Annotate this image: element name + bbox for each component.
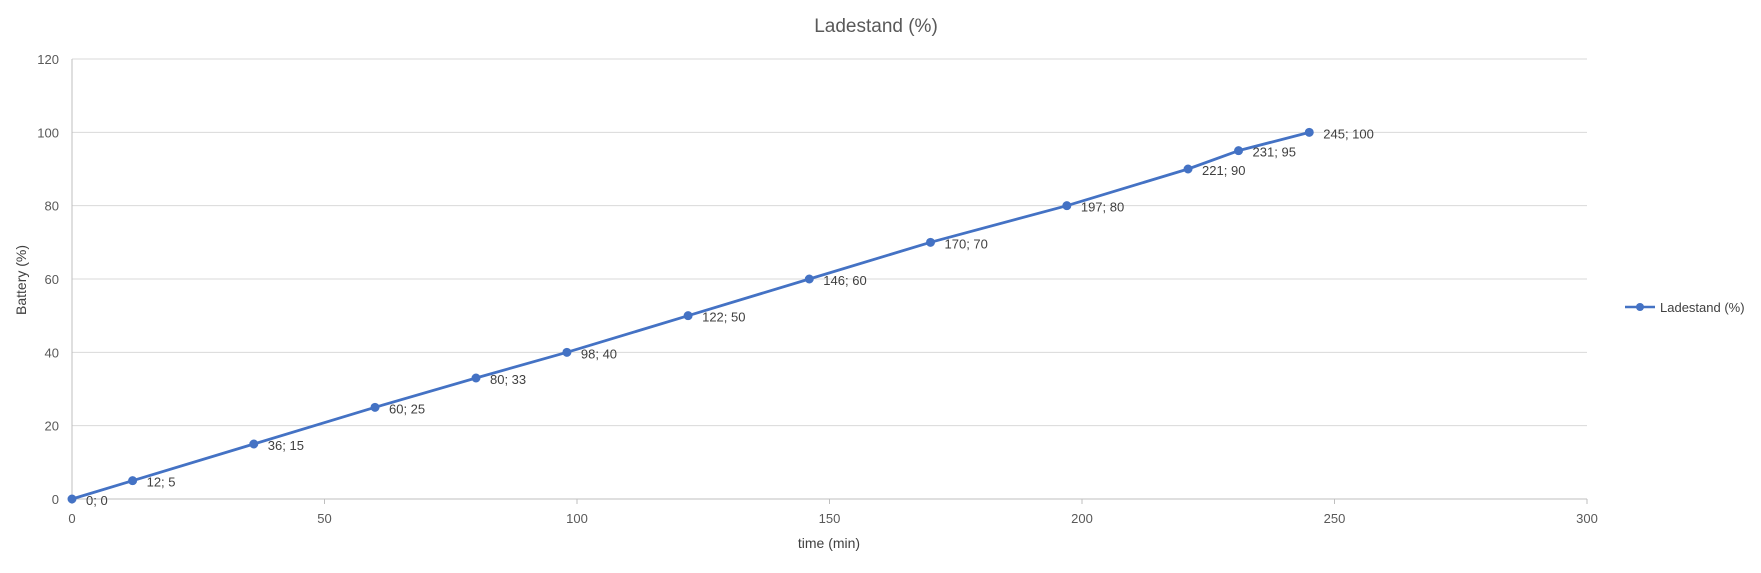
data-label: 36; 15 bbox=[268, 438, 304, 453]
x-axis-title: time (min) bbox=[798, 535, 860, 551]
x-tick-label: 200 bbox=[1071, 511, 1093, 526]
data-point bbox=[370, 402, 380, 412]
y-tick-label: 0 bbox=[52, 492, 59, 507]
data-label: 60; 25 bbox=[389, 401, 425, 416]
data-point bbox=[1183, 164, 1193, 174]
y-tick-label: 100 bbox=[37, 125, 59, 140]
data-point bbox=[471, 373, 481, 383]
x-tick-label: 150 bbox=[819, 511, 841, 526]
data-label: 80; 33 bbox=[490, 372, 526, 387]
axes: 0 20 40 60 80 100 120 0 50 100 150 200 250 300 bbox=[37, 52, 1598, 526]
x-tick-label: 300 bbox=[1576, 511, 1598, 526]
data-point bbox=[1062, 201, 1072, 211]
data-label: 170; 70 bbox=[945, 236, 988, 251]
data-point bbox=[1304, 127, 1314, 137]
data-point bbox=[562, 347, 572, 357]
y-tick-label: 20 bbox=[45, 419, 59, 434]
data-label: 98; 40 bbox=[581, 346, 617, 361]
x-tick-label: 100 bbox=[566, 511, 588, 526]
gridlines bbox=[72, 58, 1587, 427]
data-labels: 0; 0 12; 5 36; 15 60; 25 80; 33 98; 40 122; 50… bbox=[86, 126, 1374, 508]
data-label: 231; 95 bbox=[1253, 145, 1296, 160]
data-point bbox=[67, 494, 77, 504]
y-tick-label: 40 bbox=[45, 345, 59, 360]
data-point bbox=[1234, 146, 1244, 156]
legend: Ladestand (%) bbox=[1625, 300, 1745, 315]
data-label: 0; 0 bbox=[86, 493, 108, 508]
data-point bbox=[926, 237, 935, 247]
data-label: 221; 90 bbox=[1202, 163, 1245, 178]
data-label: 146; 60 bbox=[823, 273, 866, 288]
x-tick-label: 50 bbox=[317, 511, 331, 526]
data-point bbox=[249, 439, 259, 449]
series bbox=[67, 127, 1314, 504]
legend-point-marker bbox=[1636, 303, 1644, 311]
y-tick-label: 80 bbox=[45, 199, 59, 214]
data-point bbox=[683, 311, 693, 321]
x-tick-label: 250 bbox=[1324, 511, 1346, 526]
x-tick-label: 0 bbox=[68, 511, 75, 526]
data-label: 197; 80 bbox=[1081, 200, 1124, 215]
chart-title: Ladestand (%) bbox=[814, 16, 938, 37]
data-point bbox=[804, 274, 814, 284]
data-label: 122; 50 bbox=[702, 310, 745, 325]
y-tick-label: 120 bbox=[37, 52, 59, 67]
data-label: 12; 5 bbox=[147, 475, 176, 490]
data-label: 245; 100 bbox=[1323, 126, 1374, 141]
legend-entry-label: Ladestand (%) bbox=[1660, 300, 1745, 315]
y-tick-label: 60 bbox=[45, 272, 59, 287]
data-point bbox=[128, 476, 138, 486]
y-axis-title: Battery (%) bbox=[13, 245, 29, 315]
